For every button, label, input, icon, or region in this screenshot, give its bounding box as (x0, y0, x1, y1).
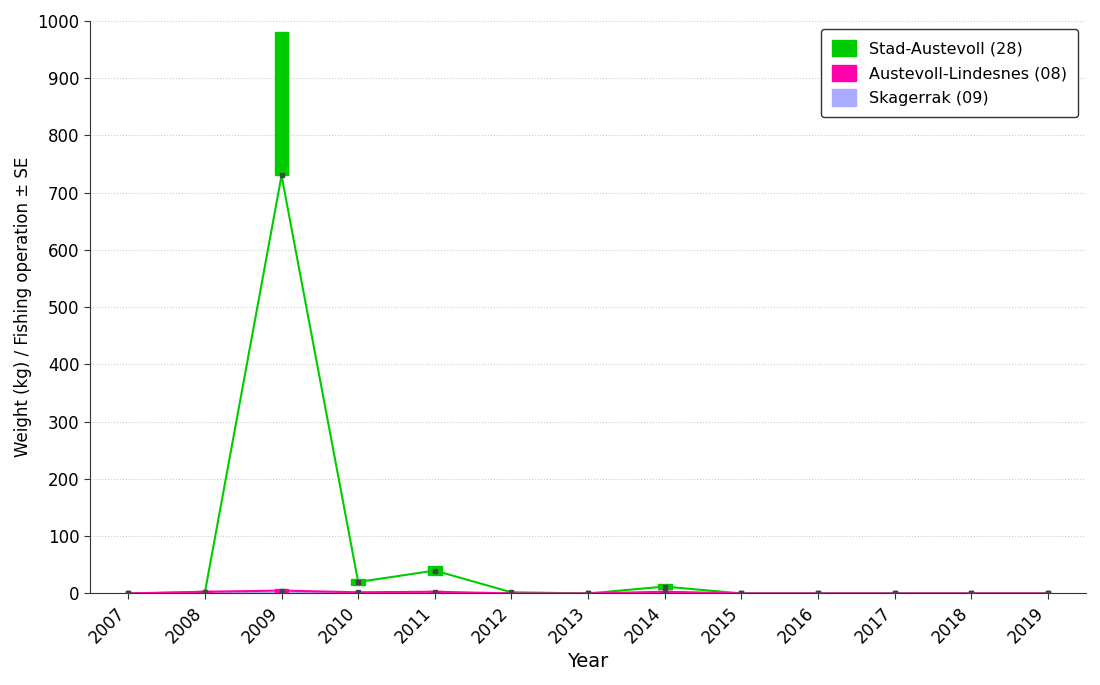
Bar (351, 592, 365, 593)
Bar (505, 592, 518, 593)
Bar (198, 590, 212, 593)
Legend: Stad-Austevoll (28), Austevoll-Lindesnes (08), Skagerrak (09): Stad-Austevoll (28), Austevoll-Lindesnes… (821, 29, 1078, 117)
Bar (198, 592, 212, 593)
Y-axis label: Weight (kg) / Fishing operation ± SE: Weight (kg) / Fishing operation ± SE (14, 157, 32, 458)
Bar (275, 32, 288, 175)
Bar (658, 590, 672, 593)
Bar (275, 589, 288, 593)
Bar (658, 584, 672, 589)
Bar (428, 590, 442, 593)
Bar (428, 566, 442, 575)
Bar (351, 579, 365, 585)
X-axis label: Year: Year (568, 652, 608, 671)
